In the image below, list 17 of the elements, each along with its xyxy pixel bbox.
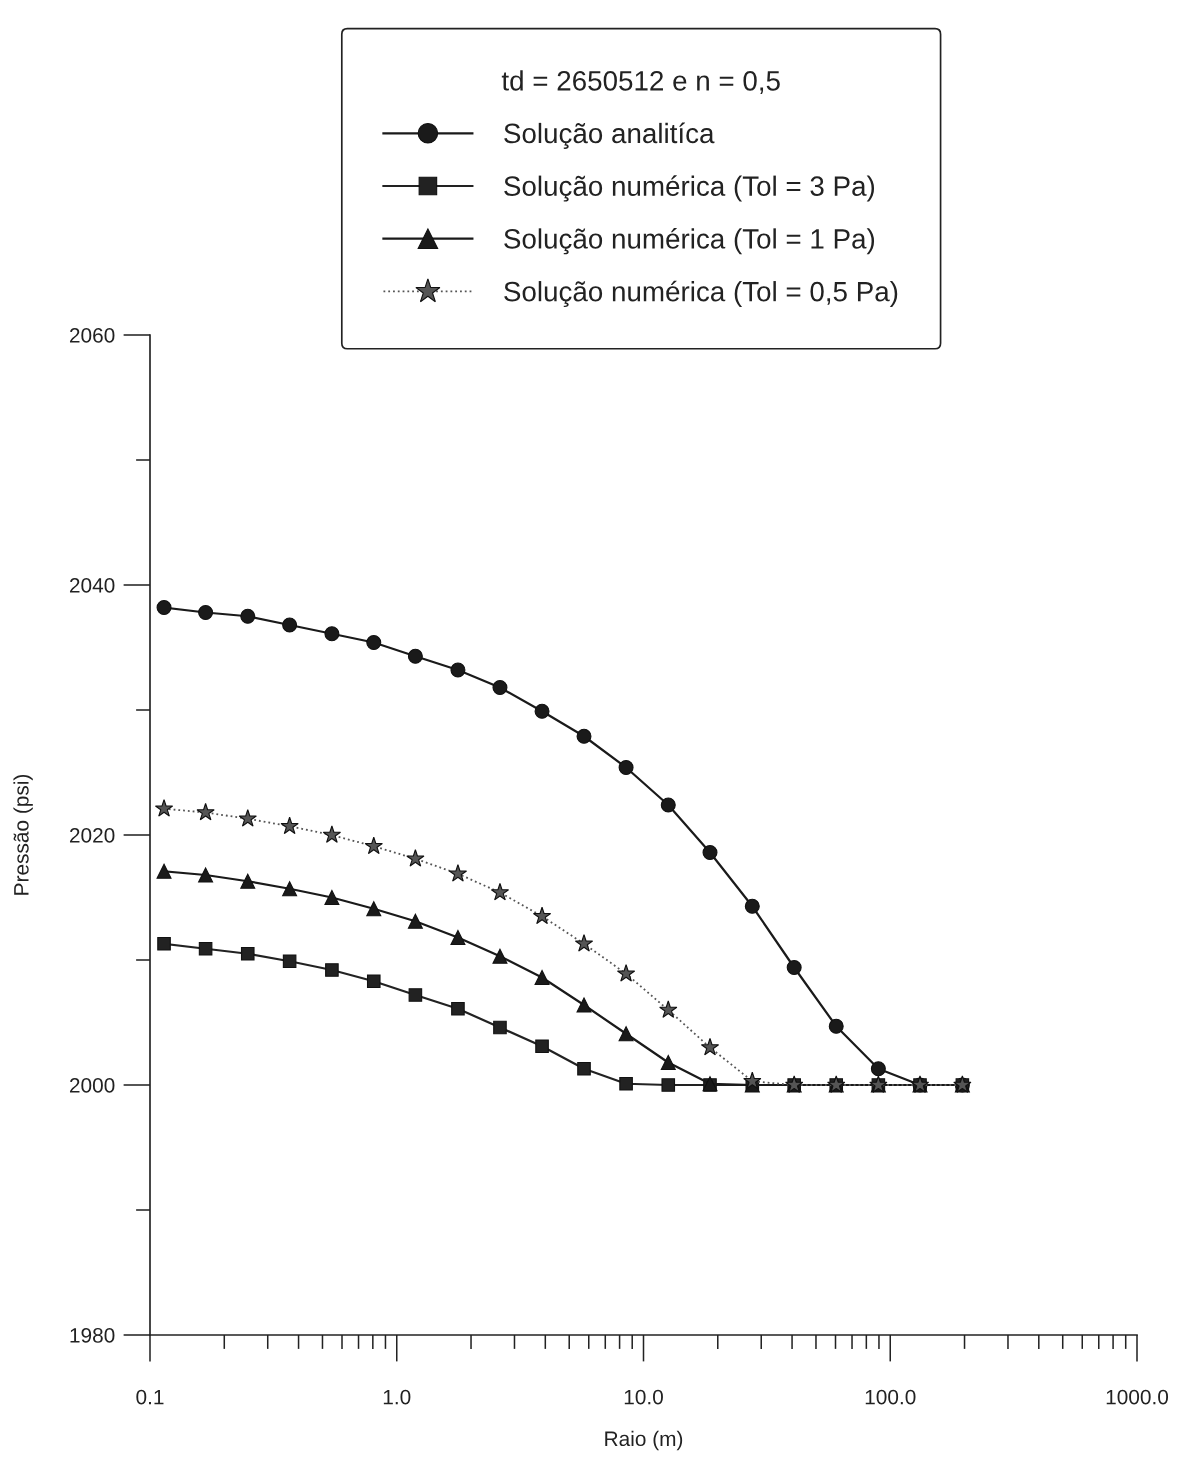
y-tick-label: 2060 — [69, 328, 115, 343]
x-tick-label: 0.1 — [136, 1389, 164, 1405]
x-tick-label: 100.0 — [865, 1389, 916, 1405]
y-tick-label: 2020 — [69, 828, 115, 843]
legend-label: Solução numérica (Tol = 3 Pa) — [504, 175, 875, 202]
x-tick-label: 1.0 — [383, 1389, 411, 1405]
legend-label: Solução analitíca — [504, 122, 715, 149]
x-tick-label: 10.0 — [624, 1389, 663, 1405]
legend-label: Solução numérica (Tol = 0,5 Pa) — [504, 280, 898, 308]
y-tick-label: 2000 — [69, 1078, 115, 1093]
legend-title: td = 2650512 e n = 0,5 — [501, 70, 780, 94]
legend-label: Solução numérica (Tol = 1 Pa) — [504, 228, 875, 255]
x-axis-title: Raio (m) — [605, 1430, 683, 1451]
y-tick-label: 2040 — [69, 578, 115, 593]
x-tick-label: 1000.0 — [1106, 1389, 1169, 1405]
y-tick-label: 1980 — [70, 1328, 115, 1343]
y-axis-title: Pressão (psi) — [13, 774, 33, 895]
